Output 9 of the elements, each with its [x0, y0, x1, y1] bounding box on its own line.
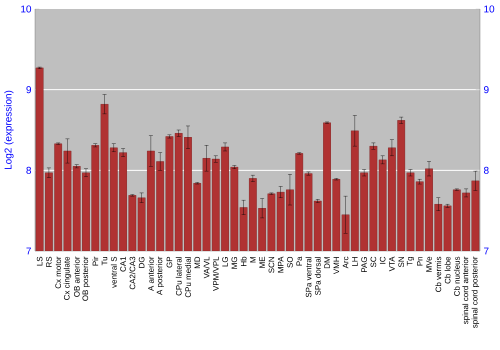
y-tick-label: 7 [26, 248, 31, 254]
y2-tick-label: 7 [484, 248, 489, 254]
y2-tick-label: 9 [484, 86, 489, 94]
y-tick-label: 9 [26, 86, 32, 94]
y2-tick-label: 10 [484, 5, 494, 13]
y-tick-label: 10 [21, 5, 32, 13]
y2-tick-label: 8 [484, 166, 489, 174]
y-tick-label: 8 [26, 166, 32, 174]
y-axis-title: Log2 (expression) [4, 90, 14, 170]
